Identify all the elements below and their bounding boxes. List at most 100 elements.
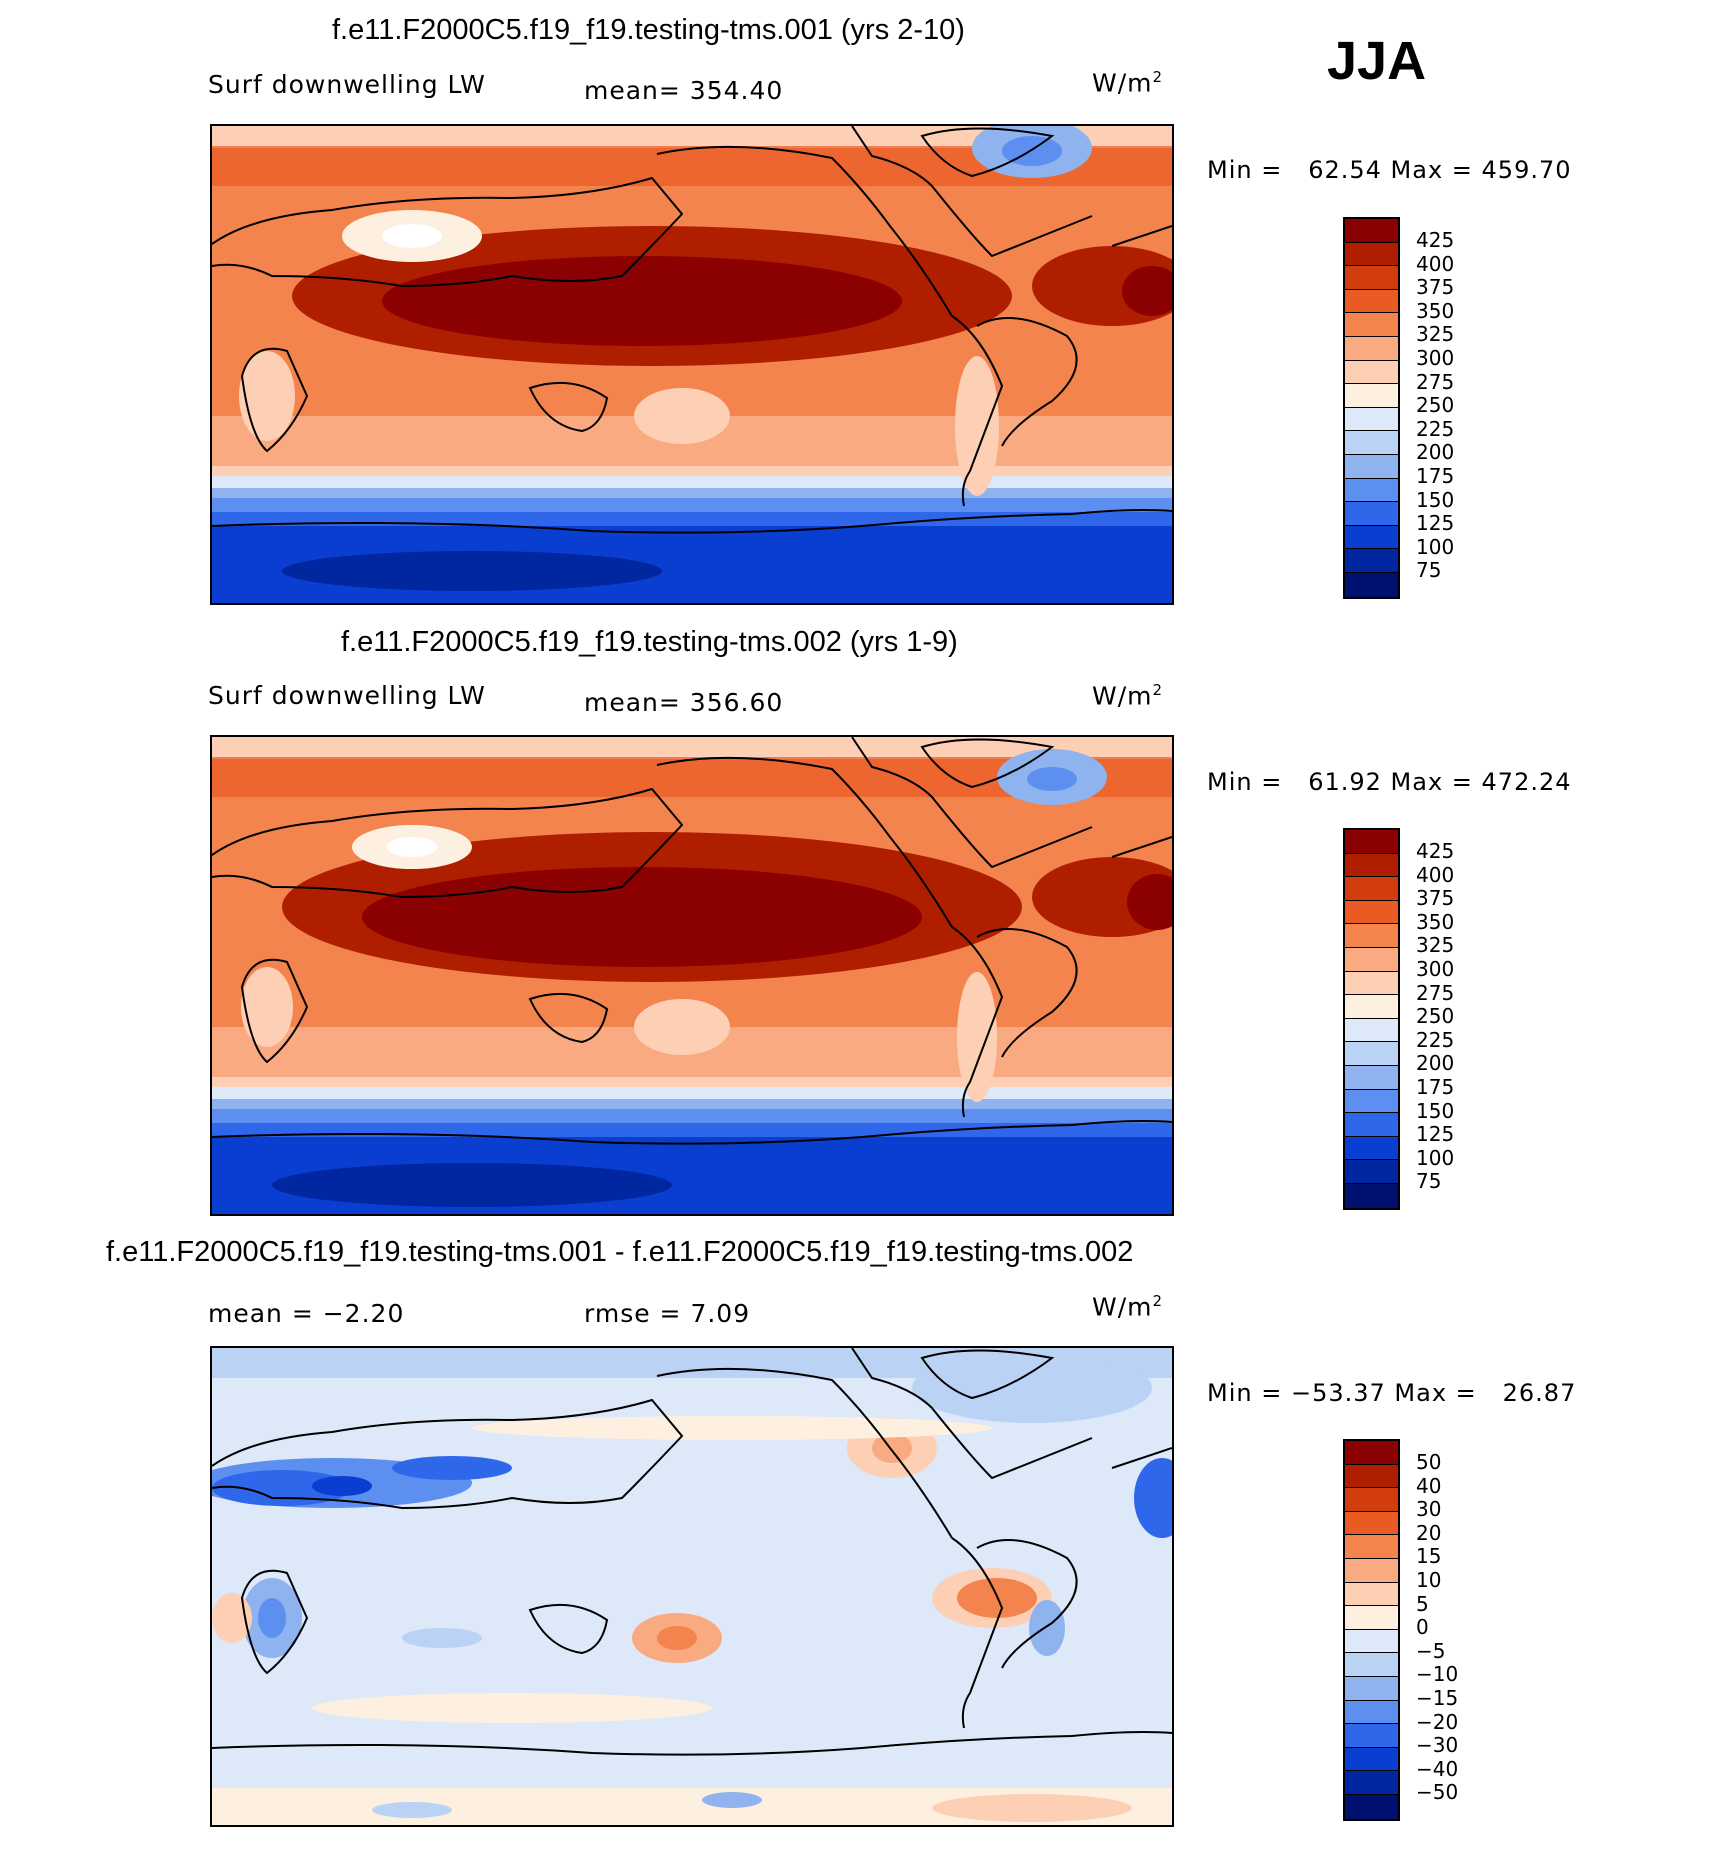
- colorbar-tick-label: 75: [1416, 558, 1442, 583]
- panel2-units: W/m2: [1092, 681, 1164, 711]
- colorbar-tick-label: 250: [1416, 1004, 1455, 1029]
- panel3-colorbar: [1343, 1439, 1400, 1821]
- panel3-field: [212, 1348, 1172, 1825]
- panel1-mean: mean= 354.40: [584, 76, 784, 105]
- colorbar-tick-label: 350: [1416, 298, 1455, 323]
- colorbar-swatch: [1345, 478, 1398, 503]
- colorbar-tick-label: 150: [1416, 487, 1455, 512]
- colorbar-tick-label: 5: [1416, 1591, 1429, 1616]
- colorbar-swatch: [1345, 1511, 1398, 1536]
- colorbar-swatch: [1345, 830, 1398, 854]
- colorbar-tick-label: 100: [1416, 1145, 1455, 1170]
- colorbar-swatch: [1345, 219, 1398, 243]
- colorbar-swatch: [1345, 1676, 1398, 1701]
- colorbar-swatch: [1345, 1582, 1398, 1607]
- colorbar-swatch: [1345, 1747, 1398, 1772]
- colorbar-swatch: [1345, 1464, 1398, 1489]
- colorbar-tick-label: 325: [1416, 933, 1455, 958]
- colorbar-tick-label: 0: [1416, 1615, 1429, 1640]
- colorbar-tick-label: 125: [1416, 511, 1455, 536]
- colorbar-swatch: [1345, 947, 1398, 972]
- colorbar-tick-label: 20: [1416, 1520, 1442, 1545]
- colorbar-swatch: [1345, 549, 1398, 573]
- colorbar-tick-label: 100: [1416, 534, 1455, 559]
- colorbar-tick-label: 250: [1416, 393, 1455, 418]
- panel3-minmax: Min = −53.37 Max = 26.87: [1207, 1379, 1577, 1407]
- colorbar-swatch: [1345, 1113, 1398, 1137]
- colorbar-tick-label: −5: [1416, 1638, 1446, 1663]
- colorbar-tick-label: −50: [1416, 1780, 1459, 1805]
- colorbar-swatch: [1345, 572, 1398, 597]
- colorbar-swatch: [1345, 1629, 1398, 1654]
- panel3-title: f.e11.F2000C5.f19_f19.testing-tms.001 - …: [106, 1236, 1134, 1268]
- colorbar-tick-label: −30: [1416, 1733, 1459, 1758]
- colorbar-swatch: [1345, 1488, 1398, 1512]
- colorbar-swatch: [1345, 313, 1398, 337]
- colorbar-swatch: [1345, 900, 1398, 925]
- colorbar-tick-label: 50: [1416, 1450, 1442, 1474]
- colorbar-swatch: [1345, 242, 1398, 267]
- panel1-field: [212, 126, 1172, 603]
- colorbar-swatch: [1345, 431, 1398, 455]
- colorbar-tick-label: 40: [1416, 1473, 1442, 1498]
- panel1-colorbar: [1343, 217, 1400, 599]
- colorbar-tick-label: −20: [1416, 1709, 1459, 1734]
- panel3-mean: mean = −2.20: [208, 1299, 405, 1328]
- colorbar-tick-label: 175: [1416, 1075, 1455, 1099]
- colorbar-swatch: [1345, 454, 1398, 479]
- panel2-minmax: Min = 61.92 Max = 472.24: [1207, 768, 1572, 796]
- panel2-field: [212, 737, 1172, 1214]
- colorbar-tick-label: 200: [1416, 1051, 1455, 1076]
- panel3-rmse: rmse = 7.09: [584, 1299, 751, 1328]
- colorbar-tick-label: −40: [1416, 1756, 1459, 1781]
- colorbar-swatch: [1345, 502, 1398, 526]
- colorbar-swatch: [1345, 336, 1398, 361]
- colorbar-tick-label: 300: [1416, 346, 1455, 370]
- panel2-variable: Surf downwelling LW: [208, 681, 486, 710]
- panel2-mean: mean= 356.60: [584, 688, 784, 717]
- colorbar-swatch: [1345, 1089, 1398, 1114]
- colorbar-swatch: [1345, 995, 1398, 1019]
- panel2-title: f.e11.F2000C5.f19_f19.testing-tms.002 (y…: [341, 626, 958, 658]
- colorbar-swatch: [1345, 1136, 1398, 1161]
- panel2-coastlines: [212, 737, 1172, 1145]
- colorbar-tick-label: −10: [1416, 1662, 1459, 1687]
- colorbar-swatch: [1345, 1535, 1398, 1559]
- colorbar-swatch: [1345, 1183, 1398, 1208]
- panel1-units: W/m2: [1092, 68, 1164, 98]
- colorbar-tick-label: 275: [1416, 980, 1455, 1005]
- colorbar-swatch: [1345, 360, 1398, 385]
- colorbar-swatch: [1345, 289, 1398, 314]
- colorbar-swatch: [1345, 1018, 1398, 1043]
- colorbar-tick-label: 275: [1416, 369, 1455, 394]
- colorbar-tick-label: 15: [1416, 1544, 1442, 1569]
- colorbar-swatch: [1345, 1771, 1398, 1795]
- colorbar-tick-label: 225: [1416, 1027, 1455, 1052]
- colorbar-tick-label: 225: [1416, 416, 1455, 441]
- colorbar-tick-label: 425: [1416, 839, 1455, 863]
- colorbar-swatch: [1345, 971, 1398, 996]
- colorbar-swatch: [1345, 853, 1398, 878]
- colorbar-tick-label: 375: [1416, 275, 1455, 300]
- colorbar-tick-label: 75: [1416, 1169, 1442, 1194]
- colorbar-tick-label: 400: [1416, 862, 1455, 887]
- colorbar-tick-label: 425: [1416, 228, 1455, 252]
- panel1-title: f.e11.F2000C5.f19_f19.testing-tms.001 (y…: [332, 14, 965, 46]
- panel1-coastlines: [212, 126, 1172, 534]
- colorbar-swatch: [1345, 1700, 1398, 1725]
- panel2-colorbar: [1343, 828, 1400, 1210]
- colorbar-swatch: [1345, 1653, 1398, 1677]
- colorbar-swatch: [1345, 266, 1398, 290]
- colorbar-swatch: [1345, 1160, 1398, 1184]
- colorbar-swatch: [1345, 1042, 1398, 1066]
- colorbar-swatch: [1345, 924, 1398, 948]
- panel3-coastlines: [212, 1348, 1172, 1756]
- colorbar-swatch: [1345, 1558, 1398, 1583]
- colorbar-tick-label: 350: [1416, 909, 1455, 934]
- colorbar-swatch: [1345, 1065, 1398, 1090]
- colorbar-tick-label: 200: [1416, 440, 1455, 465]
- colorbar-tick-label: 400: [1416, 251, 1455, 276]
- colorbar-swatch: [1345, 877, 1398, 901]
- colorbar-tick-label: 300: [1416, 957, 1455, 981]
- panel3-map: [210, 1346, 1174, 1827]
